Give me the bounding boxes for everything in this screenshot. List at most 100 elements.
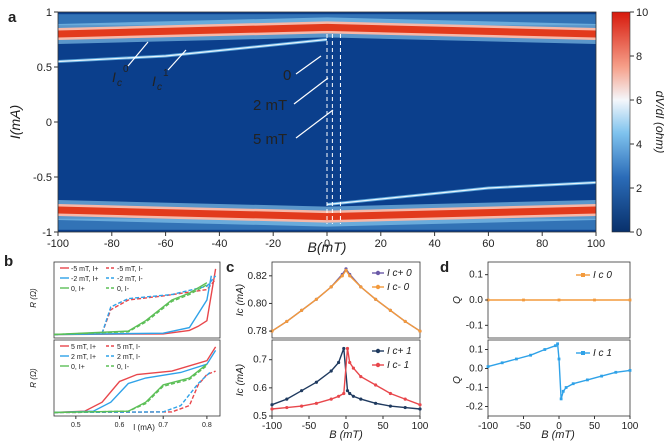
panel-c: 0.82 0.80 0.78 I c+ 0 I c- 0 0.7 0.6 0.5 I c+ 1 I…: [248, 261, 429, 432]
annot-0mt-arrow: [295, 55, 322, 75]
data-point: [500, 361, 504, 365]
data-point: [340, 274, 344, 278]
annot-0mt: 0: [283, 67, 291, 84]
y-tick-label: 0.0: [469, 295, 483, 306]
legend-label: -5 mT, I-: [117, 266, 143, 273]
data-point: [486, 365, 490, 368]
data-point: [270, 403, 274, 407]
heatmap-ic1-line: [326, 181, 597, 206]
annot-ic1-main: I: [152, 73, 156, 89]
data-point: [374, 401, 378, 405]
series-line: [53, 370, 212, 414]
data-point: [348, 360, 352, 365]
data-point: [557, 298, 561, 302]
legend-marker: [375, 270, 381, 276]
y-tick-label: -0.2: [466, 402, 484, 413]
annot-ic0-arrow: [127, 41, 149, 67]
x-tick-label: -20: [265, 238, 281, 250]
y-tick-label: 0.82: [248, 271, 268, 282]
annot-ic1-sup: 1: [163, 68, 169, 79]
panel-b-top-ylabel: R (Ω): [29, 288, 38, 308]
heatmap-features: [57, 14, 597, 230]
series-line: [53, 350, 217, 414]
data-point: [345, 389, 350, 393]
legend-label: 2 mT, I-: [117, 354, 141, 361]
heatmap-ic1-line: [57, 38, 328, 63]
series-line: [53, 365, 208, 414]
legend-label: I c 0: [593, 270, 612, 281]
annot-ic0-sup: 0: [123, 64, 129, 75]
panel-b-bottom: 5 mT, I+ 5 mT, I- 2 mT, I+ 2 mT, I- 0, I+ 0, …: [53, 339, 221, 429]
legend-label: 2 mT, I+: [71, 354, 96, 361]
panel-a-y-ticks: 1 0.5 0 -0.5 -1: [33, 7, 58, 239]
y-tick-label: 0.78: [248, 326, 268, 337]
axes-frame: [53, 339, 221, 417]
colorbar-label: dV/dI (ohm): [653, 91, 664, 154]
data-point: [557, 357, 561, 361]
panel-d-bottom-ylabel: Q: [452, 376, 463, 384]
data-point: [314, 380, 318, 384]
data-point: [359, 397, 363, 401]
panel-c-xlabel: B (mT): [329, 429, 363, 441]
panel-a-letter: a: [8, 9, 17, 26]
x-tick-label: 40: [428, 238, 440, 250]
y-tick-label: 0: [46, 117, 52, 129]
data-point: [543, 348, 547, 351]
legend-label: 0, I+: [71, 364, 85, 371]
legend-marker: [375, 348, 381, 354]
x-tick-label: -100: [47, 238, 69, 250]
data-point: [418, 407, 422, 411]
x-tick-label: -100: [262, 421, 282, 432]
y-tick-label: 0.0: [469, 364, 483, 375]
legend-label: 5 mT, I-: [117, 344, 141, 351]
data-point: [329, 369, 333, 373]
panel-b-bottom-ylabel: R (Ω): [29, 368, 38, 388]
panel-d-xlabel: B (mT): [541, 429, 575, 441]
y-tick-label: -1: [42, 227, 52, 239]
annot-5mt: 5 mT: [253, 131, 287, 148]
x-tick-label: 50: [589, 421, 601, 432]
annotation-field-labels: 0 2 mT 5 mT: [253, 55, 334, 148]
data-point: [628, 369, 632, 372]
annot-2mt: 2 mT: [253, 97, 287, 114]
panel-d-letter: d: [440, 259, 449, 276]
annotation-ic0: I c 0: [112, 41, 149, 89]
x-tick-label: 0.8: [202, 422, 212, 429]
y-tick-label: 0.5: [253, 411, 267, 422]
legend-label: I c 1: [593, 348, 612, 359]
data-point: [614, 370, 618, 374]
panel-b-top: -5 mT, I+ -5 mT, I- -2 mT, I+ -2 mT, I- 0, I…: [53, 261, 221, 339]
legend-label: 0, I-: [117, 286, 130, 293]
y-tick-label: 0.80: [248, 298, 268, 309]
data-point: [345, 346, 350, 351]
x-tick-label: 0.6: [115, 422, 125, 429]
data-point: [628, 298, 632, 302]
x-tick-label: 60: [482, 238, 494, 250]
panel-a-ylabel: I(mA): [7, 105, 23, 139]
x-tick-label: -100: [478, 421, 498, 432]
data-point: [348, 274, 352, 278]
data-point: [388, 308, 392, 312]
panel-c-bottom: 0.7 0.6 0.5 I c+ 1 I c- 1 -100 -50 0 50 100: [253, 339, 429, 432]
panel-b-letter: b: [4, 253, 13, 270]
data-point: [329, 285, 333, 289]
legend-label: -2 mT, I-: [117, 276, 143, 283]
legend-marker: [581, 273, 585, 277]
data-point: [586, 378, 589, 382]
x-tick-label: 0: [556, 421, 562, 432]
data-point: [403, 397, 407, 401]
legend-marker: [375, 362, 381, 368]
data-point: [329, 397, 333, 401]
legend-label: I c+ 0: [387, 268, 412, 279]
y-tick-label: -0.1: [466, 320, 484, 331]
panel-d: 0.1 0.0 -0.1 I c 0 0.1 0.0 -0.1 -0.2 I c 1 -100 -5…: [466, 261, 639, 432]
heatmap-critical-band: [57, 23, 597, 38]
legend-marker: [375, 284, 381, 290]
y-tick-label: -0.1: [466, 383, 484, 394]
legend-label: -2 mT, I+: [71, 276, 98, 283]
colorbar-tick-label: 2: [636, 183, 642, 195]
data-point: [388, 404, 392, 408]
field-dashed-lines: [326, 34, 341, 224]
y-tick-label: 0.7: [253, 355, 267, 366]
